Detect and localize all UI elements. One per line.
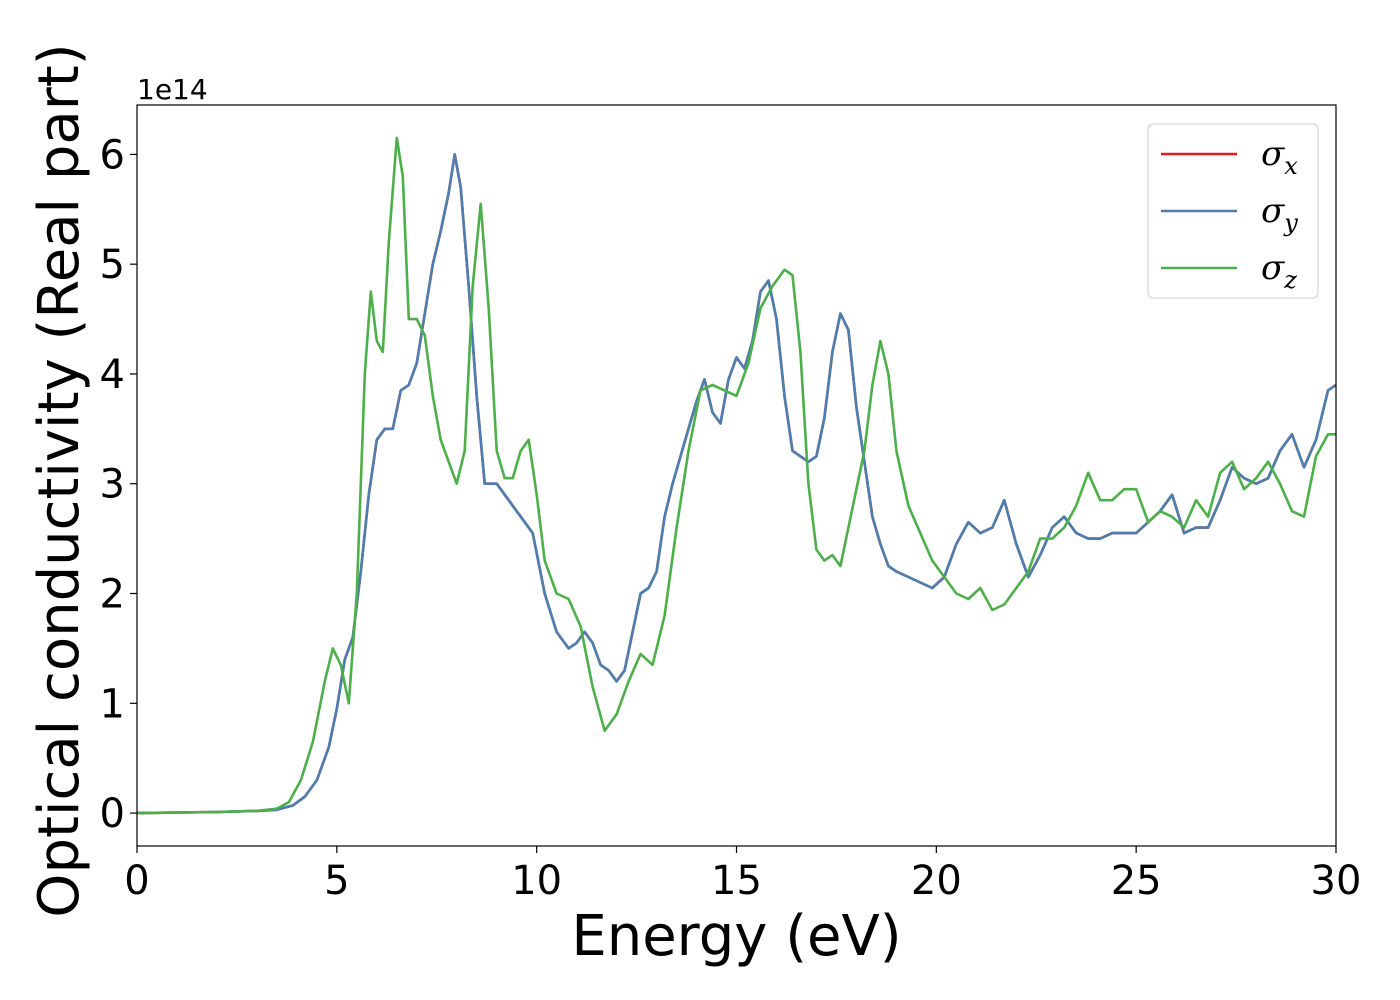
x-tick-label: 30 <box>1311 858 1362 904</box>
legend-entry-x: σx <box>1261 134 1298 180</box>
legend-entry-z: σz <box>1261 248 1297 294</box>
y-offset-label: 1e14 <box>137 73 208 106</box>
y-tick-label: 3 <box>100 462 125 508</box>
y-axis-label: Optical conductivity (Real part) <box>27 43 92 917</box>
legend-symbol: σ <box>1261 134 1285 174</box>
series-line-z <box>136 136 1336 815</box>
legend-symbol: σ <box>1261 191 1285 231</box>
x-tick-label: 15 <box>711 858 762 904</box>
y-tick-label: 1 <box>100 681 125 727</box>
y-tick-label: 5 <box>100 242 125 288</box>
y-tick-label: 6 <box>100 132 125 178</box>
x-axis-label: Energy (eV) <box>571 904 901 969</box>
x-tick-label: 5 <box>324 858 349 904</box>
x-tick-label: 25 <box>1111 858 1162 904</box>
y-tick-label: 2 <box>100 572 125 618</box>
plot-lines <box>136 136 1337 815</box>
x-tick-label: 20 <box>911 858 962 904</box>
legend-entry-y: σy <box>1261 191 1298 237</box>
legend-symbol: σ <box>1261 248 1285 288</box>
y-axis: 0 1 2 3 4 5 6 <box>100 132 137 837</box>
legend-subscript: x <box>1284 152 1298 180</box>
y-tick-label: 4 <box>100 352 125 398</box>
x-axis: 0 5 10 15 20 25 30 <box>124 846 1361 904</box>
legend-subscript: z <box>1283 266 1297 294</box>
x-tick-label: 0 <box>124 858 149 904</box>
legend-subscript: y <box>1283 209 1298 237</box>
y-tick-label: 0 <box>100 791 125 837</box>
x-tick-label: 10 <box>511 858 562 904</box>
